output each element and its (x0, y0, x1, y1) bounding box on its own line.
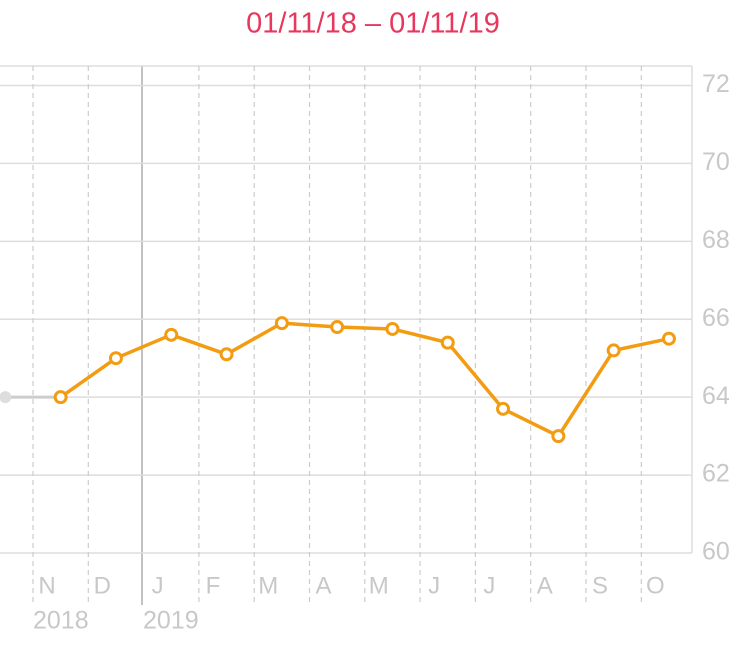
point (108, 351, 123, 366)
x-tick-label: M (258, 572, 278, 599)
point (440, 335, 455, 350)
y-tick-label: 60 (702, 538, 730, 566)
x-tick-label: J (428, 572, 440, 599)
y-tick-label: 70 (702, 148, 730, 176)
point (551, 429, 566, 444)
point (385, 321, 400, 336)
x-tick-label: S (592, 572, 608, 599)
point (219, 347, 234, 362)
x-tick-label: O (646, 572, 665, 599)
x-tick-label: F (206, 572, 221, 599)
x-tick-label: N (38, 572, 55, 599)
point (330, 320, 345, 335)
point (164, 327, 179, 342)
point (496, 401, 511, 416)
point (661, 331, 676, 346)
x-tick-label: M (369, 572, 389, 599)
y-tick-label: 62 (702, 460, 730, 488)
x-tick-label: J (152, 572, 164, 599)
chart-title: 01/11/18 – 01/11/19 (246, 8, 500, 40)
y-tick-label: 66 (702, 304, 730, 332)
x-tick-label: A (537, 572, 553, 599)
x-tick-label: D (94, 572, 111, 599)
point (274, 316, 289, 331)
data-line (59, 321, 670, 438)
y-tick-label: 72 (702, 70, 730, 98)
x-tick-label: J (483, 572, 495, 599)
year-label: 2018 (33, 607, 89, 635)
x-tick-label: A (315, 572, 331, 599)
y-tick-label: 68 (702, 226, 730, 254)
year-label: 2019 (143, 607, 199, 635)
y-tick-label: 64 (702, 382, 730, 410)
point (53, 390, 68, 405)
point (606, 343, 621, 358)
point-previous (0, 391, 12, 404)
